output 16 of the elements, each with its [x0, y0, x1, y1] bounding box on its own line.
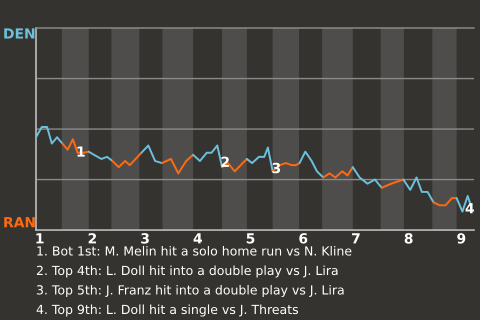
x-tick-label: 6: [299, 233, 308, 244]
x-tick-label: 4: [194, 233, 202, 244]
text: DEN: [4, 28, 34, 39]
x-tick-label: 7: [352, 233, 360, 244]
text: 1. Bot 1st: M. Melin hit a solo home run vs N. Kline: [37, 246, 352, 256]
text: 3. Top 5th: J. Franz hit into a double play vs J. Lira: [36, 284, 344, 298]
x-tick-label: 9: [457, 233, 466, 244]
annotation: 4: [466, 203, 474, 214]
text: 2. Top 4th: L. Doll hit into a double play vs J. Lira: [36, 265, 338, 278]
x-tick-label: 5: [246, 233, 254, 244]
text: RAN: [4, 217, 35, 228]
x-tick-label: 2: [88, 233, 96, 244]
x-tick-label: 1: [36, 233, 44, 244]
text: 4. Top 9th: L. Doll hit a single vs J. Threats: [36, 304, 298, 317]
x-tick-label: 8: [404, 233, 413, 244]
x-tick-label: 3: [141, 233, 149, 244]
